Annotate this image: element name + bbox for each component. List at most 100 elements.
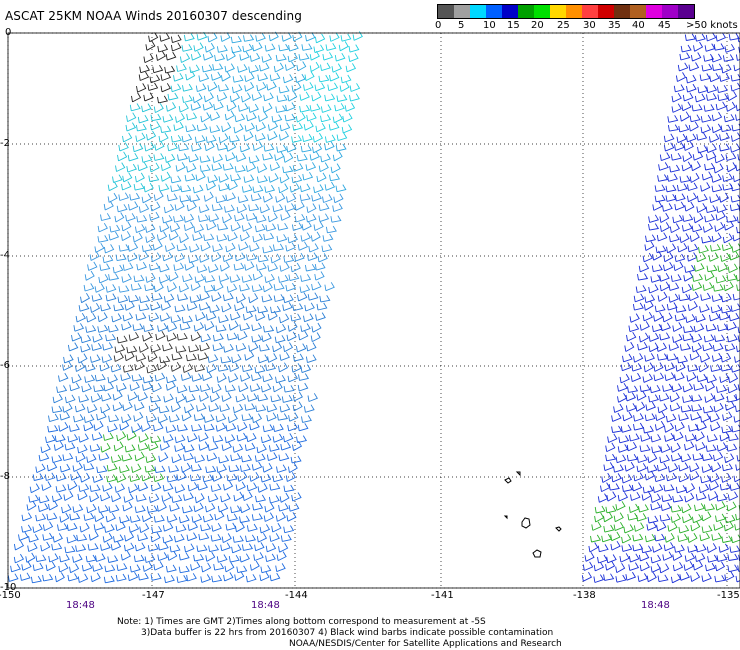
wind-barb <box>695 441 706 451</box>
wind-barb <box>166 514 178 523</box>
wind-barb <box>682 92 694 102</box>
wind-barb <box>732 292 740 301</box>
wind-barb <box>197 352 209 361</box>
wind-barb <box>112 264 124 274</box>
wind-barb <box>241 413 253 422</box>
wind-barb <box>659 281 670 292</box>
wind-barb <box>276 413 289 421</box>
wind-barb <box>727 433 739 442</box>
wind-barb <box>611 412 622 422</box>
wind-barb <box>302 171 314 181</box>
wind-barb <box>324 134 336 143</box>
wind-barb <box>193 553 205 562</box>
wind-barb <box>55 472 67 482</box>
wind-barb <box>304 263 317 272</box>
wind-barb <box>116 382 127 392</box>
wind-barb <box>279 173 290 184</box>
wind-barb <box>174 533 185 543</box>
wind-barb <box>297 423 309 432</box>
wind-barb <box>71 332 82 342</box>
wind-barb <box>261 53 273 63</box>
wind-barb <box>255 311 266 322</box>
wind-barb <box>712 343 724 352</box>
wind-barb <box>689 350 700 361</box>
wind-barb <box>711 293 723 302</box>
wind-barb <box>216 554 228 563</box>
wind-barb <box>664 422 675 433</box>
wind-barb <box>122 312 134 322</box>
wind-barb <box>650 501 661 511</box>
colorbar-label: 0 <box>435 20 442 31</box>
wind-barb <box>688 423 699 432</box>
wind-barb <box>605 453 617 462</box>
wind-barb <box>735 104 740 112</box>
wind-barb <box>276 464 287 473</box>
wind-barb <box>288 412 299 422</box>
wind-barb <box>672 550 683 561</box>
wind-barb <box>226 141 237 152</box>
wind-barb <box>731 534 740 544</box>
wind-barb <box>175 113 186 123</box>
wind-barb <box>731 424 740 433</box>
wind-barb <box>674 372 685 381</box>
wind-barb <box>229 92 241 103</box>
wind-barb <box>630 372 642 383</box>
wind-barb <box>667 522 678 532</box>
wind-barb <box>724 401 736 411</box>
wind-barb <box>158 183 170 192</box>
wind-barb <box>13 553 25 564</box>
wind-barb <box>727 90 738 101</box>
wind-barb <box>727 491 739 501</box>
wind-barb <box>230 311 241 321</box>
wind-barb <box>44 472 56 481</box>
wind-barb <box>148 174 160 182</box>
wind-barb <box>272 474 284 483</box>
wind-barb <box>682 513 693 524</box>
wind-barb <box>292 303 304 312</box>
wind-barb <box>306 112 317 122</box>
wind-barb <box>58 562 69 573</box>
wind-barb <box>222 292 234 302</box>
wind-barb <box>668 293 679 303</box>
wind-barb <box>226 513 238 522</box>
wind-barb <box>178 565 190 574</box>
wind-barb <box>58 421 69 432</box>
wind-barb <box>177 153 189 161</box>
wind-barb <box>325 42 337 51</box>
wind-barb <box>691 224 703 233</box>
wind-barb <box>727 564 739 573</box>
wind-barb <box>106 474 117 483</box>
wind-barb <box>153 153 165 161</box>
wind-barb <box>611 473 622 483</box>
wind-barb <box>126 112 137 123</box>
left-swath-wind-barbs <box>7 31 363 584</box>
wind-barb <box>264 43 276 52</box>
wind-barb <box>291 363 302 373</box>
longitude-label: -135 <box>717 590 740 601</box>
wind-barb <box>228 135 240 143</box>
wind-barb <box>344 102 356 112</box>
wind-barb <box>652 543 663 553</box>
wind-barb <box>696 373 708 383</box>
wind-barb <box>86 503 97 514</box>
wind-barb <box>275 105 287 113</box>
colorbar-segment <box>438 5 454 18</box>
wind-barb <box>141 154 153 163</box>
wind-barb <box>654 533 666 542</box>
wind-barb <box>724 571 735 581</box>
wind-barb <box>720 252 731 262</box>
wind-barb <box>282 165 294 174</box>
wind-barb <box>314 262 326 271</box>
wind-barb <box>151 382 162 393</box>
wind-barb <box>711 123 722 134</box>
wind-barb <box>701 171 713 181</box>
wind-barb <box>642 373 653 383</box>
wind-barb <box>728 312 740 322</box>
wind-barb <box>164 574 175 584</box>
wind-barb <box>603 573 615 581</box>
wind-barb <box>133 274 145 283</box>
wind-barb <box>659 152 671 162</box>
wind-barb <box>315 122 326 133</box>
wind-barb <box>695 492 707 501</box>
wind-barb <box>330 215 342 223</box>
